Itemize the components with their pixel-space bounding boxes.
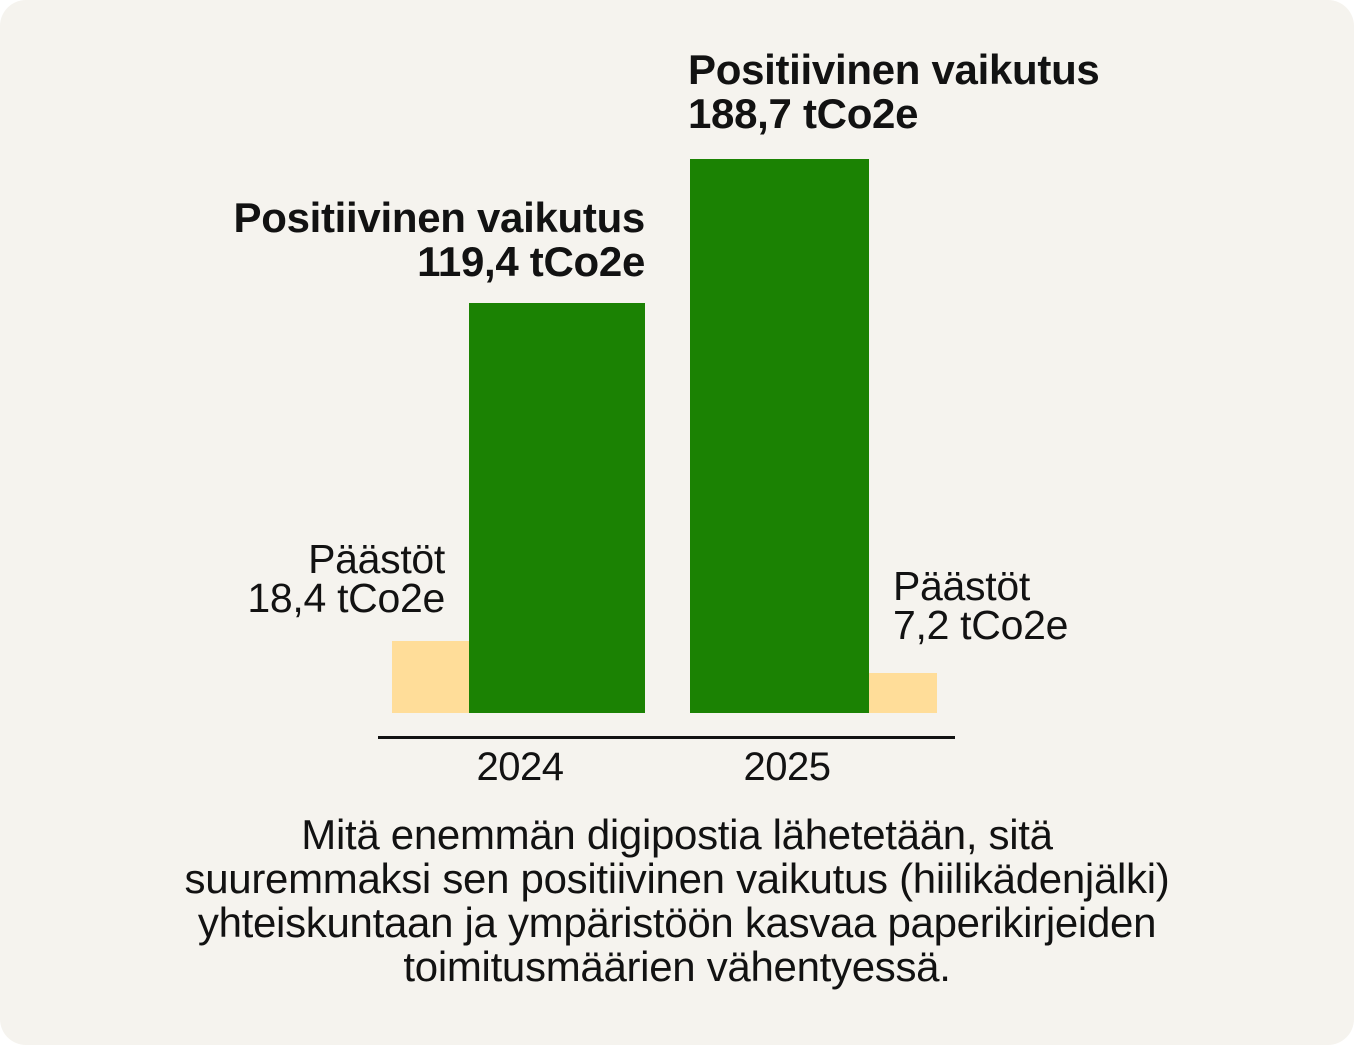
annotation-emissions-2025-title: Päästöt: [893, 563, 1030, 609]
bar-emissions-2024: [392, 641, 469, 713]
caption: Mitä enemmän digipostia lähetetään, sitä…: [0, 813, 1354, 989]
bar-impact-2024: [469, 303, 645, 713]
bar-emissions-2025: [869, 673, 937, 713]
annotation-emissions-2025-value: 7,2 tCo2e: [893, 602, 1069, 648]
caption-line-3: yhteiskuntaan ja ympäristöön kasvaa pape…: [197, 899, 1157, 946]
x-axis-label-2025: 2025: [743, 745, 831, 789]
annotation-impact-2025-value: 188,7 tCo2e: [688, 90, 919, 137]
caption-line-2: suuremmaksi sen positiivinen vaikutus (h…: [184, 855, 1170, 902]
annotation-emissions-2024-value: 18,4 tCo2e: [247, 575, 445, 621]
x-axis-line: [378, 736, 955, 739]
bar-impact-2025: [690, 159, 869, 713]
caption-line-4: toimitusmäärien vähentyessä.: [403, 943, 951, 990]
annotation-emissions-2025: Päästöt 7,2 tCo2e: [893, 563, 1069, 648]
annotation-impact-2025-title: Positiivinen vaikutus: [688, 46, 1100, 93]
annotation-emissions-2024: Päästöt 18,4 tCo2e: [247, 536, 445, 621]
annotation-impact-2024: Positiivinen vaikutus 119,4 tCo2e: [234, 196, 646, 284]
annotation-emissions-2024-title: Päästöt: [308, 536, 445, 582]
annotation-impact-2024-title: Positiivinen vaikutus: [233, 194, 646, 241]
caption-line-1: Mitä enemmän digipostia lähetetään, sitä: [301, 811, 1053, 858]
x-axis-label-2024: 2024: [476, 745, 564, 789]
annotation-impact-2024-value: 119,4 tCo2e: [417, 238, 645, 285]
annotation-impact-2025: Positiivinen vaikutus 188,7 tCo2e: [688, 48, 1100, 136]
